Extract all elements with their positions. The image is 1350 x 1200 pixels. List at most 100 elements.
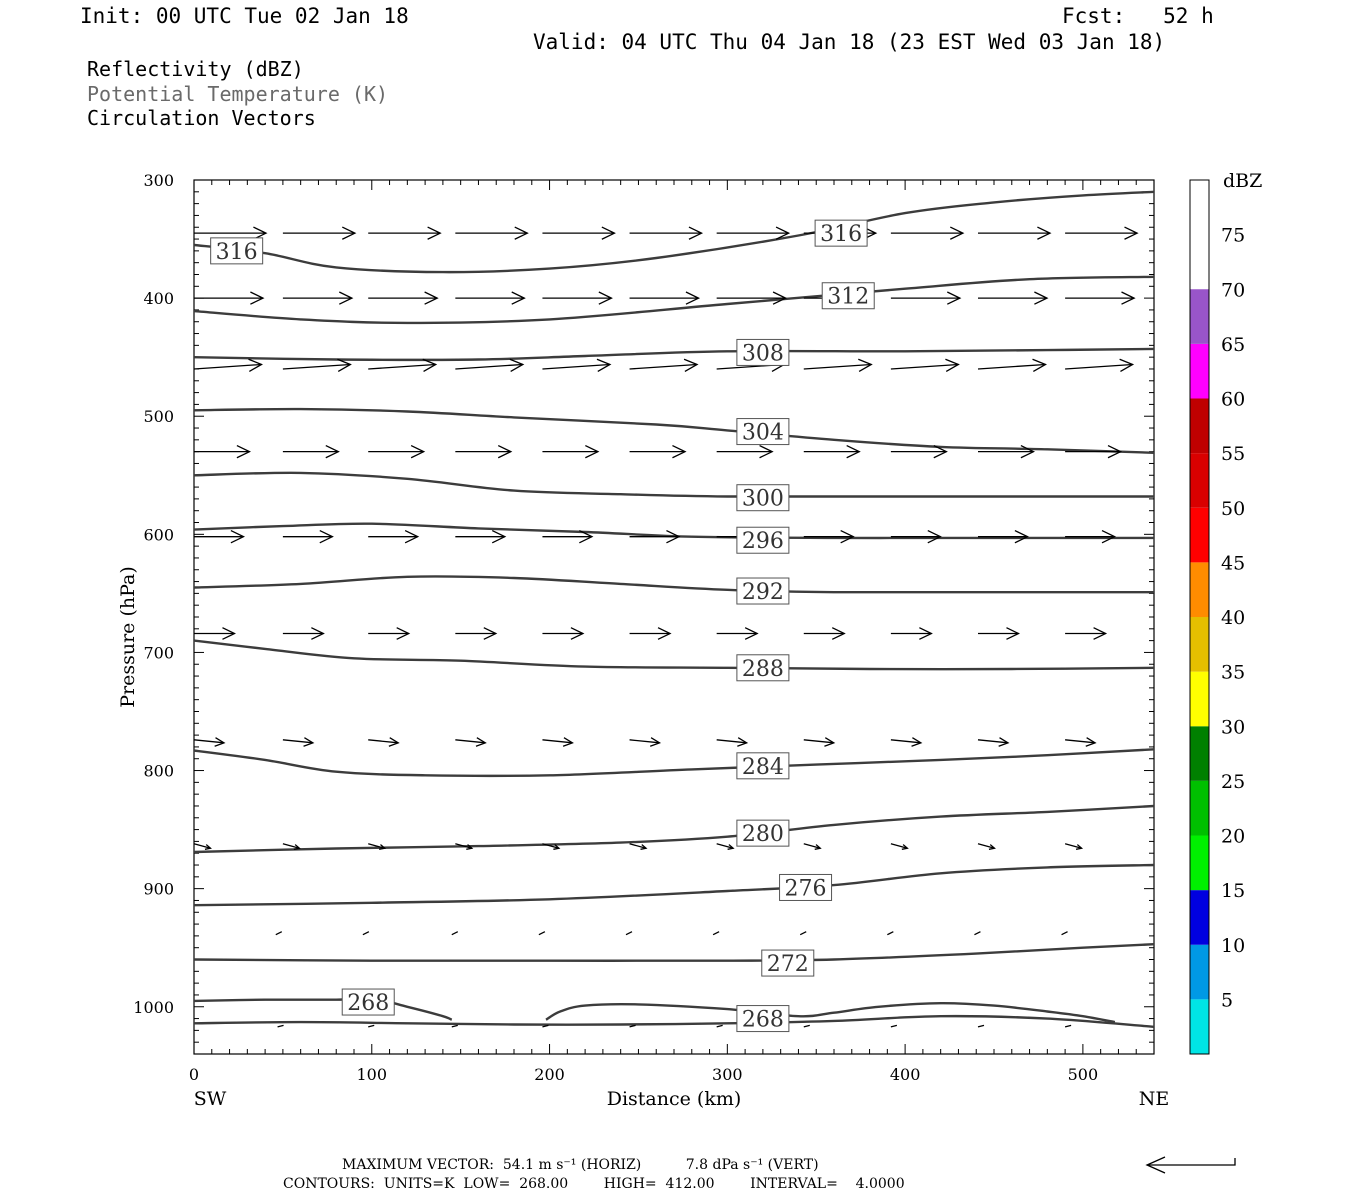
vector-arrowhead	[562, 737, 574, 747]
circulation-vector	[362, 931, 370, 936]
circulation-vector	[368, 1024, 375, 1028]
scale-arrow-line	[1148, 1158, 1236, 1166]
vector-arrowhead	[1034, 291, 1049, 305]
vector-arrowhead	[1085, 737, 1097, 747]
theta-contour-unlabeled	[193, 1014, 1155, 1028]
vector-arrowhead	[772, 291, 788, 305]
y-tick-label: 1000	[133, 998, 174, 1017]
circulation-vector	[368, 739, 399, 744]
vector-arrowhead	[1101, 530, 1117, 544]
theta-contour-300	[193, 471, 1154, 498]
y-tick-label: 600	[143, 525, 174, 544]
colorbar-tick-label: 40	[1221, 607, 1245, 629]
colorbar-tick-label: 10	[1221, 935, 1245, 957]
vector-arrowhead	[475, 737, 487, 747]
contour-label: 312	[827, 285, 869, 310]
y-tick-label: 500	[143, 407, 174, 426]
colorbar-tick-label: 50	[1221, 498, 1245, 520]
contour-label-box	[736, 418, 790, 446]
circulation-vector	[282, 739, 313, 744]
colorbar-tick-label: 70	[1221, 279, 1245, 301]
contour-label-box	[341, 988, 395, 1016]
vector-arrowhead	[570, 627, 585, 640]
contour-label: 280	[742, 822, 784, 847]
vector-arrowhead	[1121, 291, 1136, 305]
circulation-vector	[542, 843, 560, 849]
vector-arrowhead	[1093, 627, 1108, 640]
circulation-vector	[977, 363, 1046, 370]
vector-arrowhead	[988, 844, 996, 850]
vector-arrowhead	[497, 444, 513, 459]
vector-arrowhead	[337, 358, 352, 372]
colorbar-tick-label: 60	[1221, 389, 1245, 411]
circulation-vector	[455, 363, 523, 370]
vector-arrowhead	[911, 737, 923, 747]
vector-arrowhead	[1006, 627, 1020, 640]
circulation-vector	[890, 1024, 898, 1028]
vector-arrowhead	[775, 226, 791, 240]
contour-label: 284	[742, 755, 784, 780]
circulation-vector	[193, 843, 211, 849]
circulation-vector	[974, 931, 981, 936]
circulation-vector	[1061, 931, 1068, 936]
circulation-vector	[542, 739, 573, 744]
vector-arrowhead	[666, 530, 681, 544]
vector-arrowhead	[214, 737, 226, 747]
vector-arrowhead	[759, 444, 774, 459]
legend-potential-temperature: Potential Temperature (K)	[87, 82, 389, 106]
theta-contour-292	[193, 575, 1154, 594]
vector-arrowhead	[1119, 358, 1135, 372]
circulation-vector	[629, 1024, 636, 1028]
vector-arrowhead	[422, 358, 438, 372]
vector-arrowhead	[814, 844, 822, 850]
legend-circulation-vectors: Circulation Vectors	[87, 106, 316, 130]
theta-contour-268	[193, 996, 453, 1021]
circulation-vector	[542, 1024, 549, 1028]
vector-arrowhead	[491, 530, 507, 544]
vector-arrowhead	[1020, 444, 1035, 459]
vector-arrowhead	[511, 291, 526, 305]
y-tick-label: 400	[143, 289, 174, 308]
vector-arrowhead	[579, 530, 594, 544]
circulation-vector	[1064, 843, 1082, 849]
colorbar-tick-label: 75	[1221, 225, 1245, 247]
circulation-vector	[455, 843, 473, 849]
x-end-label-sw: SW	[194, 1088, 227, 1110]
contour-label: 296	[742, 529, 784, 554]
vector-arrowhead	[236, 444, 251, 459]
vector-arrowhead	[514, 226, 529, 240]
colorbar-segment	[1190, 453, 1209, 508]
vector-arrowhead	[303, 737, 315, 747]
colorbar-segment	[1190, 507, 1209, 563]
vector-arrowhead	[222, 627, 236, 640]
circulation-vector	[193, 739, 225, 744]
vector-arrowhead	[553, 844, 561, 850]
contour-label-box	[779, 873, 833, 901]
circulation-vector	[890, 363, 959, 370]
vector-arrowhead	[509, 358, 525, 372]
scale-arrow-head	[1145, 1156, 1166, 1174]
colorbar-outline	[1189, 179, 1210, 1055]
theta-contour-272	[193, 943, 1155, 962]
vector-arrowhead	[342, 226, 357, 240]
vector-arrowhead	[404, 530, 420, 544]
circulation-vector	[368, 843, 385, 849]
contour-label: 276	[785, 876, 827, 901]
vector-arrowhead	[396, 627, 411, 640]
circulation-vector	[282, 363, 351, 370]
contour-label-box	[210, 237, 264, 265]
vector-arrowhead	[424, 291, 439, 305]
contour-label-box	[736, 819, 790, 847]
circulation-vector	[1065, 363, 1133, 370]
x-end-label-ne: NE	[1139, 1088, 1170, 1110]
x-tick-label: 100	[357, 1065, 388, 1084]
colorbar-segment	[1190, 780, 1209, 836]
theta-contour-304	[193, 407, 1155, 454]
plot-frame	[193, 179, 1155, 1055]
vector-arrowhead	[250, 291, 265, 305]
theta-contour-280	[193, 804, 1155, 854]
circulation-vector	[803, 363, 872, 370]
circulation-vector	[799, 931, 807, 936]
circulation-vector	[977, 1024, 985, 1028]
